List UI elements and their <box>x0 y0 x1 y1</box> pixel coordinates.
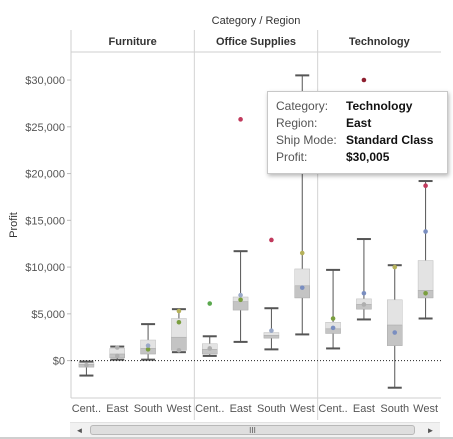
data-point <box>423 290 428 296</box>
data-point <box>176 308 182 314</box>
data-point <box>114 345 120 350</box>
scroll-thumb[interactable]: III <box>90 425 415 435</box>
data-point <box>361 290 367 296</box>
data-point <box>392 264 398 270</box>
chart-title: Category / Region <box>212 15 301 27</box>
data-point <box>238 117 243 122</box>
tooltip-row-profit: Profit: $30,005 <box>276 149 439 166</box>
data-point <box>176 319 182 325</box>
x-tick-label: East <box>353 403 375 415</box>
bottom-divider <box>0 437 453 439</box>
data-point <box>361 77 367 83</box>
data-point <box>114 353 120 359</box>
data-point <box>269 328 274 333</box>
x-tick-label: Cent.. <box>318 403 347 415</box>
tooltip-row-region: Region: East <box>276 115 439 132</box>
x-tick-label: South <box>380 403 409 415</box>
category-header: Office Supplies <box>216 36 296 48</box>
box-upper <box>417 260 434 291</box>
y-tick-label: $15,000 <box>25 215 65 227</box>
box-lower <box>387 324 403 346</box>
box-lower <box>232 301 249 311</box>
scroll-left-arrow-icon[interactable]: ◄ <box>75 425 84 435</box>
tooltip-value: $30,005 <box>346 150 390 164</box>
data-point <box>423 183 428 189</box>
y-tick-label: $20,000 <box>25 169 65 181</box>
data-point <box>299 250 305 256</box>
box-upper <box>294 268 310 287</box>
data-point <box>145 347 151 352</box>
x-tick-label: South <box>134 403 163 415</box>
tooltip-key: Ship Mode: <box>276 133 337 147</box>
category-header: Furniture <box>109 36 157 48</box>
tooltip-key: Region: <box>276 116 318 130</box>
x-tick-label: South <box>257 403 286 415</box>
tooltip-row-ship-mode: Ship Mode: Standard Class <box>276 132 439 149</box>
data-point <box>299 285 305 290</box>
data-point <box>238 292 243 298</box>
box-lower <box>263 335 280 339</box>
data-point <box>423 229 428 234</box>
horizontal-scrollbar[interactable]: ◄ III ► <box>70 422 440 437</box>
tooltip-value: Technology <box>346 99 413 113</box>
tooltip-value: East <box>346 116 372 130</box>
x-tick-label: Cent.. <box>72 403 101 415</box>
data-point <box>330 325 336 331</box>
data-point <box>238 297 243 303</box>
tooltip: Category: Technology Region: East Ship M… <box>267 91 448 174</box>
y-tick-label: $10,000 <box>25 262 65 274</box>
data-point <box>84 362 89 368</box>
x-tick-label: West <box>290 403 315 415</box>
x-tick-label: Cent.. <box>195 403 224 415</box>
x-tick-label: East <box>106 403 128 415</box>
tooltip-value: Standard Class <box>346 133 434 147</box>
tooltip-key: Profit: <box>276 150 308 164</box>
tooltip-key: Category: <box>276 99 329 113</box>
x-tick-label: West <box>166 403 191 415</box>
category-header: Technology <box>349 36 411 48</box>
x-tick-label: East <box>230 403 252 415</box>
data-point <box>330 316 336 321</box>
scroll-right-arrow-icon[interactable]: ► <box>426 425 435 435</box>
data-point <box>269 237 274 243</box>
y-tick-label: $30,000 <box>25 75 65 87</box>
data-point <box>361 302 367 307</box>
data-point <box>207 301 213 306</box>
y-tick-label: $0 <box>53 356 65 368</box>
tooltip-row-category: Category: Technology <box>276 98 439 115</box>
box-upper <box>387 299 403 326</box>
x-tick-label: West <box>413 403 438 415</box>
y-tick-label: $5,000 <box>31 309 65 321</box>
y-tick-label: $25,000 <box>25 122 65 134</box>
data-point <box>207 346 213 351</box>
data-point <box>176 348 182 353</box>
data-point <box>392 330 398 335</box>
y-axis-title: Profit <box>8 212 20 238</box>
data-point <box>145 343 151 348</box>
